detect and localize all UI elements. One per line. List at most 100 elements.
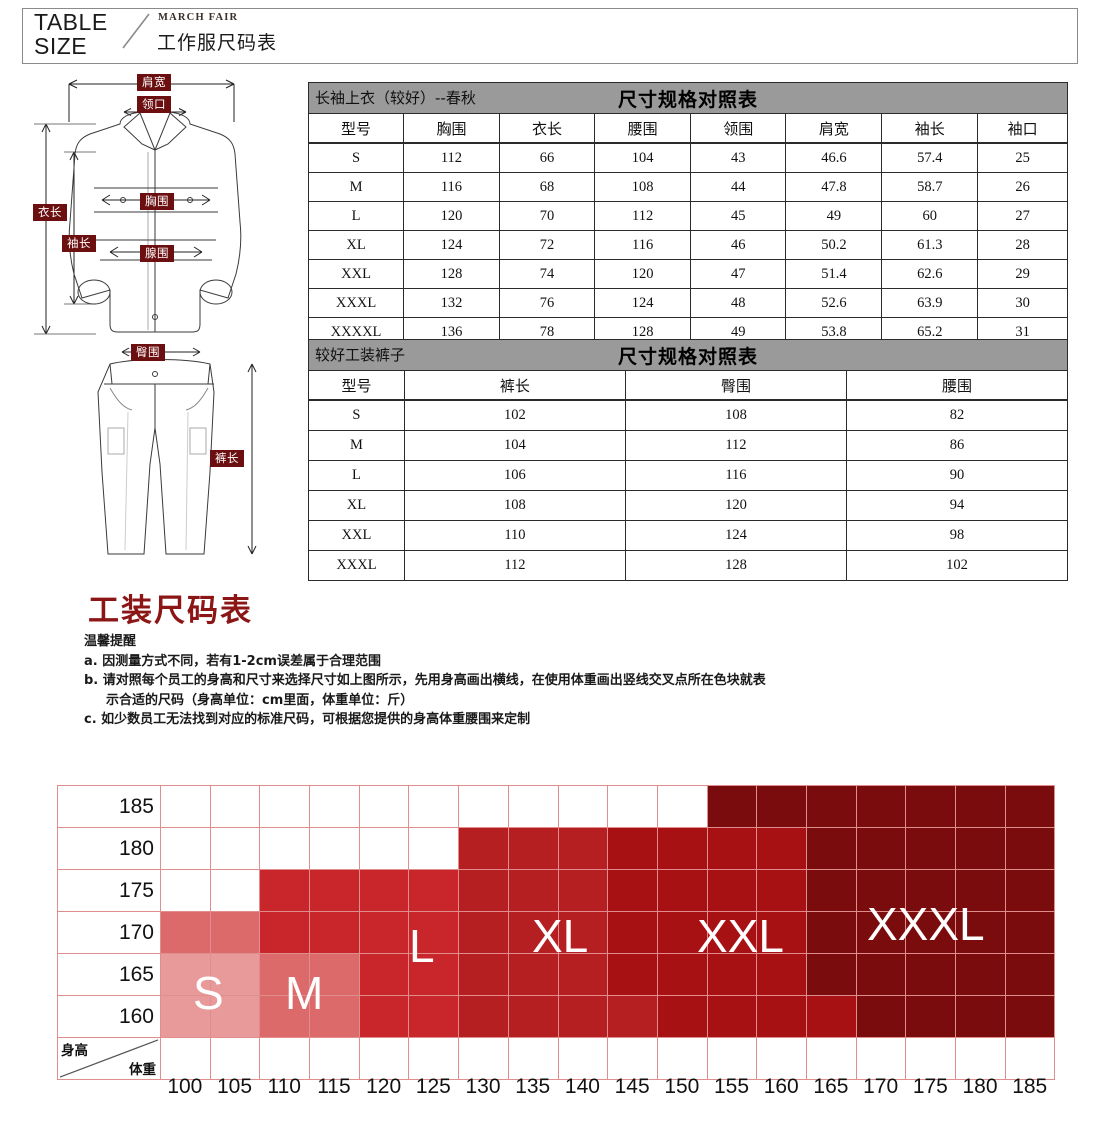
- heat-cell: [557, 953, 609, 996]
- cell: 50.2: [785, 230, 883, 260]
- cell: 120: [594, 259, 691, 289]
- yaxis-tick-160: 160: [57, 995, 161, 1038]
- cell: XXL: [308, 519, 405, 551]
- xaxis-tick: 115: [317, 1075, 351, 1098]
- heat-cell: [309, 869, 360, 912]
- cell: 116: [594, 230, 691, 260]
- cell: L: [308, 459, 405, 491]
- heat-cell: [309, 911, 360, 954]
- heat-cell: [507, 785, 559, 828]
- notes-block: 温馨提醒 a. 因测量方式不同，若有1-2cm误差属于合理范围 b. 请对照每个…: [84, 632, 984, 730]
- jacket-table-header-row: 型号 胸围 衣长 腰围 领围 肩宽 袖长 袖口: [307, 113, 1068, 144]
- cell: 62.6: [881, 259, 979, 289]
- heat-cell: [209, 827, 261, 870]
- table-row: XL 108 120 94: [308, 489, 1069, 521]
- heat-cell: [706, 953, 758, 996]
- xaxis-tick: 185: [1012, 1075, 1048, 1098]
- xaxis-ticks: 100 105 110 115 120 125 130 135 140 145 …: [57, 1075, 1057, 1105]
- heat-cell: [1004, 869, 1056, 912]
- heat-cell: [756, 1037, 807, 1080]
- heat-cell: [209, 995, 261, 1038]
- heat-cell: [1004, 995, 1056, 1038]
- heat-cell: [756, 995, 807, 1038]
- size-heatmap: 185 180: [57, 785, 1057, 1098]
- heat-cell: [855, 785, 907, 828]
- heat-cell: [408, 911, 460, 954]
- xaxis-tick: 130: [465, 1075, 501, 1098]
- jacket-col-model: 型号: [307, 113, 405, 144]
- table-row: M 104 112 86: [308, 429, 1069, 461]
- heatmap-row-180: 180: [57, 827, 1056, 870]
- note-a: a. 因测量方式不同，若有1-2cm误差属于合理范围: [84, 653, 381, 669]
- heat-cell: [408, 785, 460, 828]
- heat-cell: [955, 869, 1006, 912]
- heat-cell: [309, 1037, 360, 1080]
- cell: 124: [403, 230, 500, 260]
- cell: XL: [308, 489, 405, 521]
- cell: 43: [689, 142, 787, 173]
- heat-cell: [955, 953, 1006, 996]
- cell: 68: [498, 172, 596, 202]
- dim-tag-waist: 腺围: [140, 245, 174, 262]
- jacket-col-chest: 胸围: [403, 113, 500, 144]
- table-row: XXL 110 124 98: [308, 519, 1069, 551]
- heat-cell: [209, 1037, 261, 1080]
- heat-cell: [805, 995, 857, 1038]
- heat-cell: [557, 995, 609, 1038]
- heat-cell: [358, 995, 410, 1038]
- cell: M: [307, 172, 405, 202]
- cell: 27: [977, 201, 1068, 231]
- heat-cell: [358, 785, 410, 828]
- cell: 52.6: [785, 288, 883, 318]
- heat-cell: [756, 911, 807, 954]
- cell: 74: [498, 259, 596, 289]
- heat-cell: [706, 911, 758, 954]
- heat-cell: [805, 827, 857, 870]
- heat-cell: [309, 995, 360, 1038]
- cell: 132: [403, 288, 500, 318]
- cell: 128: [624, 549, 847, 581]
- heat-cell: [358, 827, 410, 870]
- axis-corner-cell: 身高 体重: [57, 1037, 161, 1080]
- cell: S: [307, 142, 405, 173]
- cell: 58.7: [881, 172, 979, 202]
- heat-cell: [656, 785, 708, 828]
- cell: 112: [624, 429, 847, 461]
- heat-cell: [408, 869, 460, 912]
- heat-cell: [1004, 1037, 1056, 1080]
- heat-cell: [160, 827, 211, 870]
- heat-cell: [607, 827, 658, 870]
- heat-cell: [458, 869, 509, 912]
- heatmap-row-160: 160: [57, 995, 1056, 1038]
- cell: 102: [845, 549, 1069, 581]
- heat-cell: [358, 869, 410, 912]
- heat-cell: [905, 1037, 956, 1080]
- jacket-table-banner: 长袖上衣（较好）--春秋 尺寸规格对照表: [308, 82, 1068, 114]
- yaxis-tick-170: 170: [57, 911, 161, 954]
- heat-cell: [408, 827, 460, 870]
- heat-cell: [607, 869, 658, 912]
- xaxis-tick: 150: [664, 1075, 700, 1098]
- heat-cell: [656, 1037, 708, 1080]
- dim-tag-hip: 臀围: [131, 344, 165, 361]
- heat-cell: [259, 995, 311, 1038]
- xaxis-tick: 165: [813, 1075, 849, 1098]
- heat-cell: [607, 911, 658, 954]
- cell: 51.4: [785, 259, 883, 289]
- heat-cell: [905, 785, 956, 828]
- cell: 86: [845, 429, 1069, 461]
- heat-cell: [358, 911, 410, 954]
- table-row: L 120 70 112 45 49 60 27: [307, 201, 1068, 231]
- heat-cell: [607, 953, 658, 996]
- heat-cell: [557, 785, 609, 828]
- heat-cell: [160, 1037, 211, 1080]
- cell: 120: [403, 201, 500, 231]
- heat-cell: [855, 869, 907, 912]
- heat-cell: [408, 995, 460, 1038]
- pants-banner-left: 较好工装裤子: [315, 346, 406, 364]
- cell: 26: [977, 172, 1068, 202]
- cell: XXL: [307, 259, 405, 289]
- pants-table-banner-row: 较好工装裤子 尺寸规格对照表: [308, 339, 1068, 371]
- heatmap-grid: 185 180: [57, 785, 1056, 1080]
- heat-cell: [160, 785, 211, 828]
